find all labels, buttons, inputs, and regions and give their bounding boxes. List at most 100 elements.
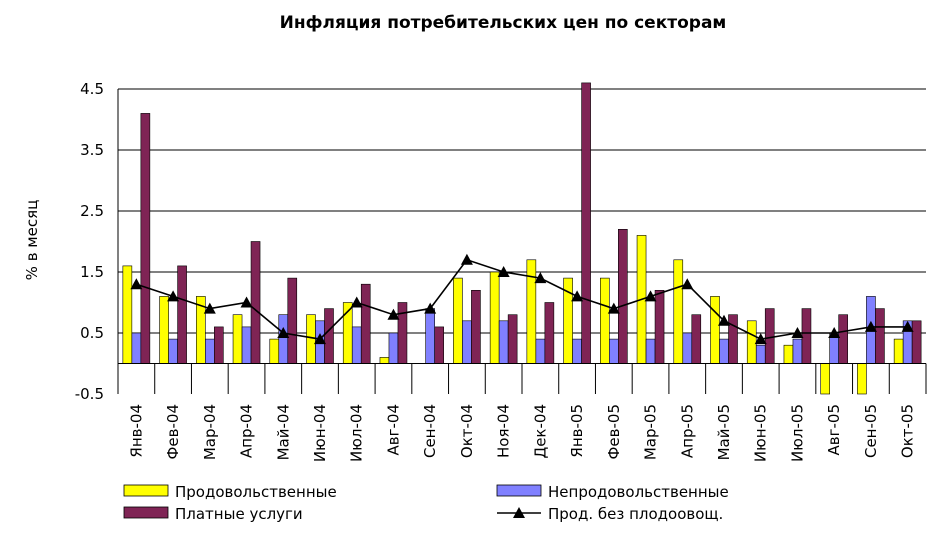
bar: [710, 296, 720, 364]
x-tick-label: Июл-04: [348, 404, 366, 462]
x-tick-labels: Янв-04 Фев-04 Мар-04 Апр-04 Май-04 Июн-04 Июл-…: [127, 404, 916, 462]
y-tick-label: 4.5: [80, 80, 104, 98]
bar: [911, 320, 922, 364]
bar: [691, 314, 702, 364]
bar: [434, 326, 444, 364]
bar: [719, 338, 729, 364]
line-marker: [203, 302, 216, 314]
axes: [117, 89, 927, 394]
line-marker: [387, 308, 400, 320]
bar: [746, 320, 757, 364]
line-marker: [607, 302, 620, 314]
line-marker: [314, 333, 326, 345]
bar: [682, 332, 693, 364]
line-marker: [240, 296, 253, 308]
y-tick-label: 1.5: [80, 263, 104, 281]
line-marker: [644, 290, 657, 302]
x-tick-label: Окт-05: [899, 404, 917, 458]
line-marker: [167, 290, 180, 302]
line-marker: [497, 266, 510, 277]
y-tick-label: -0.5: [75, 385, 104, 403]
x-tick-label: Июн-05: [752, 404, 770, 462]
x-tick-label: Янв-05: [568, 404, 586, 458]
bar: [388, 332, 399, 364]
y-tick-labels: 4.5 3.5 2.5 1.5 0.5 -0.5: [75, 80, 104, 403]
legend-swatch: [496, 484, 542, 497]
line-marker: [864, 320, 877, 332]
x-tick-label: Июл-05: [788, 404, 806, 462]
bar: [471, 289, 481, 364]
bar: [544, 302, 555, 364]
y-tick-label: 3.5: [80, 141, 104, 159]
bar: [360, 283, 371, 364]
bar: [122, 265, 133, 364]
x-tick-label: Июн-04: [311, 404, 329, 462]
bar: [618, 229, 628, 364]
legend-label: Платные услуги: [175, 505, 303, 523]
line-marker: [681, 278, 694, 290]
bar: [857, 363, 867, 395]
line-marker: [460, 253, 473, 265]
x-tick-label: Мар-05: [642, 404, 660, 460]
x-tick-label: Апр-05: [678, 404, 696, 458]
bar: [425, 308, 435, 364]
bar: [783, 344, 794, 364]
bar: [581, 82, 591, 364]
bar: [324, 308, 334, 364]
x-tick-label: Сен-05: [862, 404, 880, 458]
bar: [535, 338, 546, 364]
bar: [755, 344, 766, 364]
line-marker: [350, 296, 363, 308]
line-series: [130, 253, 914, 345]
bar: [241, 326, 252, 364]
legend-marker: [513, 507, 525, 518]
line-marker: [534, 272, 547, 284]
bar: [250, 241, 261, 364]
bar: [820, 363, 830, 395]
bar: [600, 277, 610, 364]
y-tick-label: 2.5: [80, 202, 104, 220]
bar: [269, 338, 280, 364]
bar: [489, 271, 500, 364]
x-tick-label: Май-04: [274, 404, 292, 460]
x-tick-label: Янв-04: [127, 404, 145, 458]
bar: [645, 338, 656, 364]
legend-label: Непродовольственные: [548, 483, 729, 501]
bars: [122, 82, 922, 395]
y-tick-label: 0.5: [80, 324, 104, 342]
bar: [838, 314, 848, 364]
x-tick-label: Авг-05: [825, 404, 843, 455]
bar: [498, 320, 509, 364]
bar: [453, 277, 463, 364]
bar: [306, 314, 316, 364]
bar: [287, 277, 298, 364]
line-marker: [901, 320, 914, 332]
bar: [205, 338, 215, 364]
x-tick-label: Авг-04: [384, 404, 402, 455]
bar: [462, 320, 472, 364]
bar: [572, 338, 582, 364]
bar: [507, 314, 518, 364]
bar: [609, 338, 619, 364]
legend-swatch: [123, 484, 169, 497]
bar: [168, 338, 178, 364]
x-tick-label: Мар-04: [201, 404, 219, 460]
bar: [792, 338, 803, 364]
bar: [351, 326, 362, 364]
bar: [159, 296, 169, 364]
line-marker: [571, 290, 584, 302]
bar: [801, 308, 812, 364]
bar: [379, 357, 390, 364]
bar: [728, 314, 738, 364]
bar: [764, 308, 775, 364]
x-tick-label: Дек-04: [531, 404, 549, 459]
line-marker: [718, 314, 730, 326]
series-line: [136, 258, 908, 340]
legend-label: Прод. без плодоовощ.: [548, 505, 723, 523]
bar: [278, 314, 289, 364]
bar: [177, 265, 187, 364]
bar: [875, 308, 885, 364]
line-marker: [754, 333, 767, 345]
bar: [397, 302, 408, 364]
